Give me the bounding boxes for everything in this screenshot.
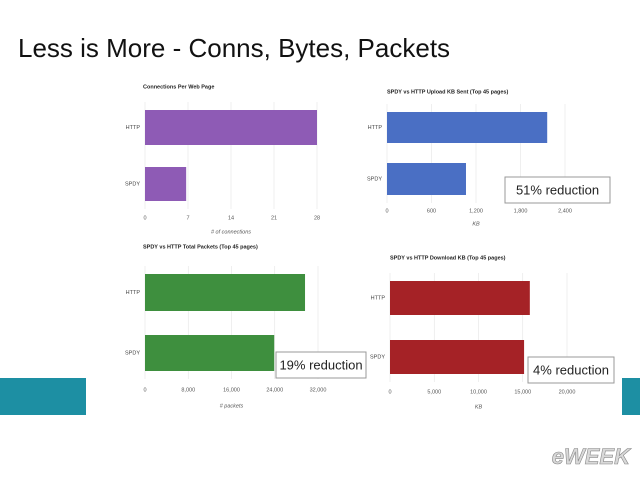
x-axis-label: KB: [472, 221, 480, 227]
x-tick-label: 0: [385, 208, 388, 214]
x-tick-label: 16,000: [223, 387, 240, 393]
x-tick-label: 20,000: [559, 389, 576, 395]
callout-text: 4% reduction: [533, 362, 609, 377]
x-tick-label: 0: [388, 389, 391, 395]
x-tick-label: 1,800: [514, 208, 528, 214]
x-tick-label: 600: [427, 208, 436, 214]
x-tick-label: 28: [314, 215, 320, 221]
x-tick-label: 1,200: [469, 208, 483, 214]
x-axis-label: # packets: [220, 403, 244, 409]
chart-title: SPDY vs HTTP Upload KB Sent (Top 45 page…: [387, 89, 508, 95]
x-tick-label: 0: [143, 215, 146, 221]
x-tick-label: 8,000: [181, 387, 195, 393]
x-tick-label: 0: [143, 387, 146, 393]
x-tick-label: 5,000: [427, 389, 441, 395]
bar: [145, 335, 275, 371]
y-tick-label: SPDY: [367, 176, 382, 182]
callout-box: [527, 356, 615, 384]
y-tick-label: SPDY: [125, 181, 140, 187]
slide-title: Less is More - Conns, Bytes, Packets: [18, 33, 450, 63]
y-tick-label: SPDY: [370, 354, 385, 360]
bar: [145, 167, 187, 201]
y-tick-label: HTTP: [126, 125, 141, 131]
x-tick-label: 24,000: [266, 387, 283, 393]
x-axis-label: KB: [475, 404, 483, 410]
bar: [387, 163, 466, 195]
callout-text: 51% reduction: [516, 182, 599, 197]
y-tick-label: SPDY: [125, 350, 140, 356]
y-tick-label: HTTP: [126, 290, 141, 296]
callout-box: [275, 351, 367, 379]
chart-title: SPDY vs HTTP Download KB (Top 45 pages): [390, 255, 506, 261]
bar: [387, 112, 548, 143]
x-tick-label: 21: [271, 215, 277, 221]
logo: eWEEK: [552, 444, 632, 469]
y-tick-label: HTTP: [371, 295, 386, 301]
decor-bar: [622, 378, 640, 415]
x-tick-label: 2,400: [558, 208, 572, 214]
bar: [145, 110, 317, 145]
callout-box: [504, 176, 611, 204]
bar: [145, 274, 306, 311]
decor-bar: [0, 378, 86, 415]
x-tick-label: 14: [228, 215, 234, 221]
x-tick-label: 10,000: [470, 389, 487, 395]
x-tick-label: 15,000: [514, 389, 531, 395]
x-tick-label: 32,000: [310, 387, 327, 393]
bar: [390, 281, 530, 315]
x-tick-label: 7: [186, 215, 189, 221]
bar: [390, 340, 525, 374]
y-tick-label: HTTP: [368, 125, 383, 131]
chart-title: SPDY vs HTTP Total Packets (Top 45 pages…: [143, 244, 258, 250]
x-axis-label: # of connections: [211, 229, 251, 235]
callout-text: 19% reduction: [279, 357, 362, 372]
chart-title: Connections Per Web Page: [143, 84, 214, 90]
